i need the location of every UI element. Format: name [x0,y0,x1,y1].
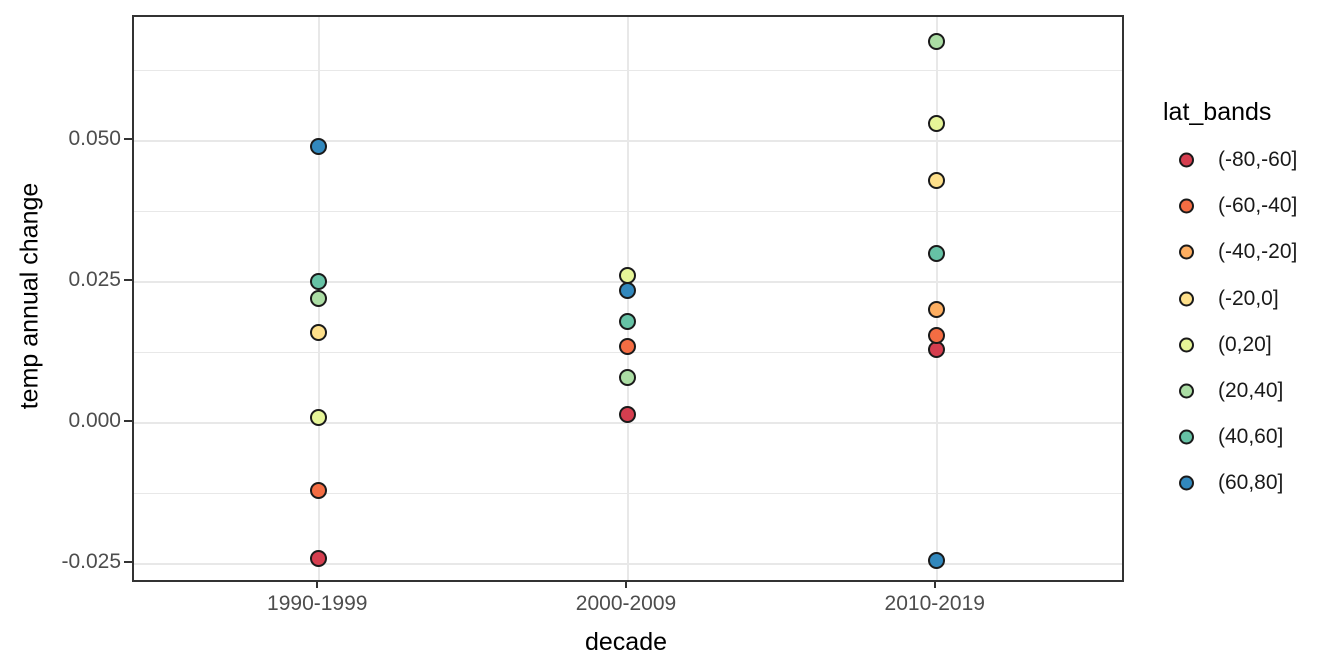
y-tick-label: 0.025 [68,268,121,292]
data-point [927,115,945,133]
legend-entry: (-80,-60] [1163,137,1343,183]
x-tick-label: 2010-2019 [884,592,985,615]
data-point [927,552,945,570]
y-tick-label: -0.025 [61,550,121,574]
y-axis-title: temp annual change [15,182,44,410]
legend-label: (-40,-20] [1218,240,1298,264]
legend-entry: (-20,0] [1163,276,1343,322]
data-point [310,290,328,308]
data-point [927,301,945,319]
legend-label: (-60,-40] [1218,194,1298,218]
data-point [310,549,328,567]
data-point [619,312,636,330]
legend-label: (0,20] [1218,332,1272,356]
legend-label: (20,40] [1218,379,1284,402]
legend-marker-icon [1179,475,1194,491]
data-point [927,33,945,51]
data-point [310,323,328,341]
y-tick-label: 0.050 [68,127,121,151]
x-tick-label: 1990-1999 [267,592,368,615]
legend-entry: (-40,-20] [1163,229,1343,275]
legend-label: (-20,0] [1218,286,1279,310]
legend-entry: (-60,-40] [1163,183,1343,229]
data-point [619,369,636,387]
data-point [619,338,636,355]
y-tick-mark [124,279,132,282]
data-point [619,281,636,299]
legend-label: (-80,-60] [1218,148,1298,171]
legend-entry: (0,20] [1163,322,1343,368]
x-tick-mark [625,580,627,588]
y-tick-mark [124,138,132,141]
x-tick-mark [933,580,936,588]
x-tick-label: 2000-2009 [575,592,677,615]
data-point [927,326,945,344]
x-axis-title: decade [584,628,668,656]
legend-marker-icon [1179,291,1194,307]
data-point [310,408,328,426]
legend-marker-icon [1179,244,1194,260]
legend-marker-icon [1179,429,1194,445]
data-point [927,244,945,262]
gridline-vertical [935,17,938,580]
data-point [310,273,328,291]
legend-marker-icon [1179,383,1194,399]
data-point [927,171,945,189]
y-tick-mark [124,420,132,423]
legend-entry: (60,80] [1163,460,1343,506]
legend-entry: (40,60] [1163,414,1343,460]
x-tick-mark [316,580,319,588]
legend-label: (40,60] [1218,425,1284,449]
legend-label: (60,80] [1218,471,1284,495]
legend-marker-icon [1179,337,1194,353]
data-point [619,405,636,423]
legend-entry: (20,40] [1163,368,1343,414]
legend-title: lat_bands [1163,98,1272,126]
data-point [310,481,328,499]
data-point [310,137,328,155]
legend-marker-icon [1179,198,1194,214]
y-tick-label: 0.000 [68,409,121,433]
y-tick-mark [124,561,132,564]
legend-marker-icon [1179,152,1194,168]
plot-panel [132,15,1124,582]
